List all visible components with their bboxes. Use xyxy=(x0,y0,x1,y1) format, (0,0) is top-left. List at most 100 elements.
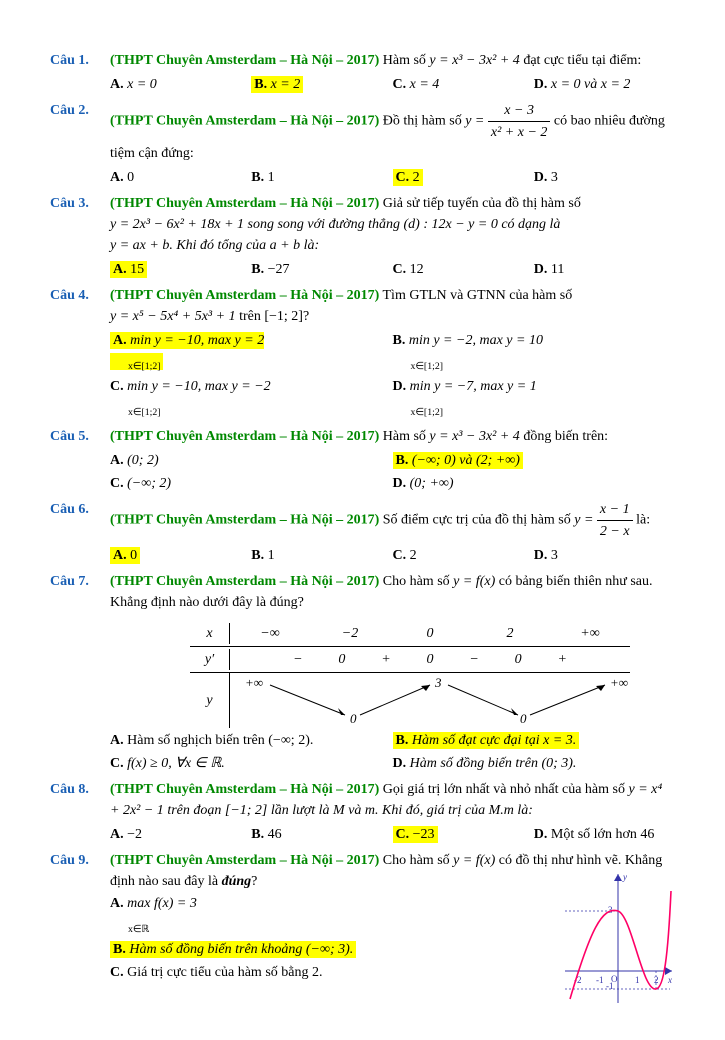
source-tag: (THPT Chuyên Amsterdam – Hà Nội – 2017) xyxy=(110,782,379,797)
q8-choices: A. −2 B. 46 C. −23 D. Một số lớn hơn 46 xyxy=(110,823,675,846)
question-body: (THPT Chuyên Amsterdam – Hà Nội – 2017) … xyxy=(110,100,675,189)
q8-choice-c: C. −23 xyxy=(393,823,534,846)
question-body: (THPT Chuyên Amsterdam – Hà Nội – 2017) … xyxy=(110,779,675,846)
q5-choice-c: C. (−∞; 2) xyxy=(110,472,393,495)
question-body: (THPT Chuyên Amsterdam – Hà Nội – 2017) … xyxy=(110,193,675,281)
q2-choice-c: C. 2 xyxy=(393,166,534,189)
q7-choice-a: A. Hàm số nghịch biến trên (−∞; 2). xyxy=(110,729,393,752)
q6-frac: x − 12 − x xyxy=(597,499,633,542)
q1-choice-d: D. x = 0 và x = 2 xyxy=(534,73,675,96)
q3-line1: Giả sử tiếp tuyến của đồ thị hàm số xyxy=(383,196,581,211)
q4-choices: A. min y = −10, max y = 2x∈[1;2] B. min … xyxy=(110,329,675,422)
q6-choice-d: D. 3 xyxy=(534,544,675,567)
q4-expr: y = x⁵ − 5x⁴ + 5x³ + 1 xyxy=(110,309,236,324)
q8-choice-d: D. Một số lớn hơn 46 xyxy=(534,823,675,846)
vt-x-row: x −∞ −2 0 2 +∞ xyxy=(190,621,630,647)
q8-text-mid: trên đoạn [−1; 2] lần lượt là M và m. Kh… xyxy=(167,803,533,818)
q6-choice-a: A. 0 xyxy=(110,544,251,567)
q2-choice-d: D. 3 xyxy=(534,166,675,189)
question-body: (THPT Chuyên Amsterdam – Hà Nội – 2017) … xyxy=(110,426,675,495)
svg-text:-1: -1 xyxy=(596,975,604,985)
q5-choice-a: A. (0; 2) xyxy=(110,449,393,472)
q5-text-before: Hàm số xyxy=(383,429,430,444)
q4-text-before: Tìm GTLN và GTNN của hàm số xyxy=(383,288,573,303)
q3-line2: y = 2x³ − 6x² + 18x + 1 song song với đư… xyxy=(110,217,560,232)
source-tag: (THPT Chuyên Amsterdam – Hà Nội – 2017) xyxy=(110,196,379,211)
question-3: Câu 3. (THPT Chuyên Amsterdam – Hà Nội –… xyxy=(50,193,675,281)
svg-text:+∞: +∞ xyxy=(245,675,263,690)
question-label: Câu 8. xyxy=(50,779,110,846)
q5-text-after: đồng biến trên: xyxy=(523,429,608,444)
vt-y-row: y +∞ +∞ 0 0 3 xyxy=(190,673,630,728)
question-2: Câu 2. (THPT Chuyên Amsterdam – Hà Nội –… xyxy=(50,100,675,189)
q7-choices: A. Hàm số nghịch biến trên (−∞; 2). B. H… xyxy=(110,729,675,775)
q8-choice-a: A. −2 xyxy=(110,823,251,846)
q2-choice-a: A. 0 xyxy=(110,166,251,189)
q4-choice-c: C. min y = −10, max y = −2x∈[1;2] xyxy=(110,375,393,421)
q6-text-after: là: xyxy=(636,513,650,528)
source-tag: (THPT Chuyên Amsterdam – Hà Nội – 2017) xyxy=(110,53,379,68)
question-9: Câu 9. (THPT Chuyên Amsterdam – Hà Nội –… xyxy=(50,850,675,1006)
q6-choice-c: C. 2 xyxy=(393,544,534,567)
question-label: Câu 1. xyxy=(50,50,110,96)
question-label: Câu 7. xyxy=(50,571,110,775)
svg-text:1: 1 xyxy=(635,975,640,985)
question-5: Câu 5. (THPT Chuyên Amsterdam – Hà Nội –… xyxy=(50,426,675,495)
source-tag: (THPT Chuyên Amsterdam – Hà Nội – 2017) xyxy=(110,513,379,528)
q1-text-before: Hàm số xyxy=(383,53,430,68)
source-tag: (THPT Chuyên Amsterdam – Hà Nội – 2017) xyxy=(110,853,379,868)
svg-text:y: y xyxy=(622,872,627,882)
q4-choice-b: B. min y = −2, max y = 10x∈[1;2] xyxy=(393,329,676,375)
q1-choice-b: B. x = 2 xyxy=(251,73,392,96)
q3-choice-d: D. 11 xyxy=(534,258,675,281)
q7-text-before: Cho hàm số xyxy=(383,574,453,589)
question-body: (THPT Chuyên Amsterdam – Hà Nội – 2017) … xyxy=(110,499,675,567)
q8-choice-b: B. 46 xyxy=(251,823,392,846)
vt-yp-row: y′ − 0 + 0 − 0 + xyxy=(190,647,630,673)
q2-choices: A. 0 B. 1 C. 2 D. 3 xyxy=(110,166,675,189)
q5-choice-d: D. (0; +∞) xyxy=(393,472,676,495)
question-body: (THPT Chuyên Amsterdam – Hà Nội – 2017) … xyxy=(110,50,675,96)
q2-text-before: Đồ thị hàm số xyxy=(383,114,465,129)
q7-expr: y = f(x) xyxy=(453,574,495,589)
q6-text-before: Số điểm cực trị của đồ thị hàm số xyxy=(383,513,575,528)
svg-text:+∞: +∞ xyxy=(610,675,628,690)
source-tag: (THPT Chuyên Amsterdam – Hà Nội – 2017) xyxy=(110,429,379,444)
q1-choice-a: A. x = 0 xyxy=(110,73,251,96)
q1-choices: A. x = 0 B. x = 2 C. x = 4 D. x = 0 và x… xyxy=(110,73,675,96)
q3-choice-a: A. 15 xyxy=(110,258,251,281)
svg-text:0: 0 xyxy=(350,711,357,726)
q5-choice-b: B. (−∞; 0) và (2; +∞) xyxy=(393,449,676,472)
source-tag: (THPT Chuyên Amsterdam – Hà Nội – 2017) xyxy=(110,288,379,303)
q9-bold: đúng xyxy=(222,874,252,889)
svg-text:O: O xyxy=(611,974,618,984)
question-8: Câu 8. (THPT Chuyên Amsterdam – Hà Nội –… xyxy=(50,779,675,846)
q9-text-before: Cho hàm số xyxy=(383,853,453,868)
variation-table: x −∞ −2 0 2 +∞ y′ − 0 + 0 − 0 + y xyxy=(190,621,630,721)
function-graph: x y -2 -1 1 2 3 -1 O xyxy=(560,871,675,1006)
q6-choices: A. 0 B. 1 C. 2 D. 3 xyxy=(110,544,675,567)
source-tag: (THPT Chuyên Amsterdam – Hà Nội – 2017) xyxy=(110,114,379,129)
q3-line3: y = ax + b. Khi đó tổng của a + b là: xyxy=(110,238,319,253)
question-7: Câu 7. (THPT Chuyên Amsterdam – Hà Nội –… xyxy=(50,571,675,775)
question-body: (THPT Chuyên Amsterdam – Hà Nội – 2017) … xyxy=(110,285,675,422)
q4-choice-d: D. min y = −7, max y = 1x∈[1;2] xyxy=(393,375,676,421)
q4-text-after: trên [−1; 2]? xyxy=(239,309,309,324)
q4-choice-a: A. min y = −10, max y = 2x∈[1;2] xyxy=(110,329,393,375)
question-4: Câu 4. (THPT Chuyên Amsterdam – Hà Nội –… xyxy=(50,285,675,422)
q1-text-after: đạt cực tiểu tại điểm: xyxy=(523,53,641,68)
q1-expr: y = x³ − 3x² + 4 xyxy=(429,53,519,68)
question-1: Câu 1. (THPT Chuyên Amsterdam – Hà Nội –… xyxy=(50,50,675,96)
question-label: Câu 4. xyxy=(50,285,110,422)
q1-choice-c: C. x = 4 xyxy=(393,73,534,96)
q3-choices: A. 15 B. −27 C. 12 D. 11 xyxy=(110,258,675,281)
q7-choice-b: B. Hàm số đạt cực đại tại x = 3. xyxy=(393,729,676,752)
q2-choice-b: B. 1 xyxy=(251,166,392,189)
question-body: (THPT Chuyên Amsterdam – Hà Nội – 2017) … xyxy=(110,850,675,1006)
q6-choice-b: B. 1 xyxy=(251,544,392,567)
question-6: Câu 6. (THPT Chuyên Amsterdam – Hà Nội –… xyxy=(50,499,675,567)
question-label: Câu 6. xyxy=(50,499,110,567)
question-body: (THPT Chuyên Amsterdam – Hà Nội – 2017) … xyxy=(110,571,675,775)
question-label: Câu 3. xyxy=(50,193,110,281)
q7-choice-c: C. f(x) ≥ 0, ∀x ∈ ℝ. xyxy=(110,752,393,775)
